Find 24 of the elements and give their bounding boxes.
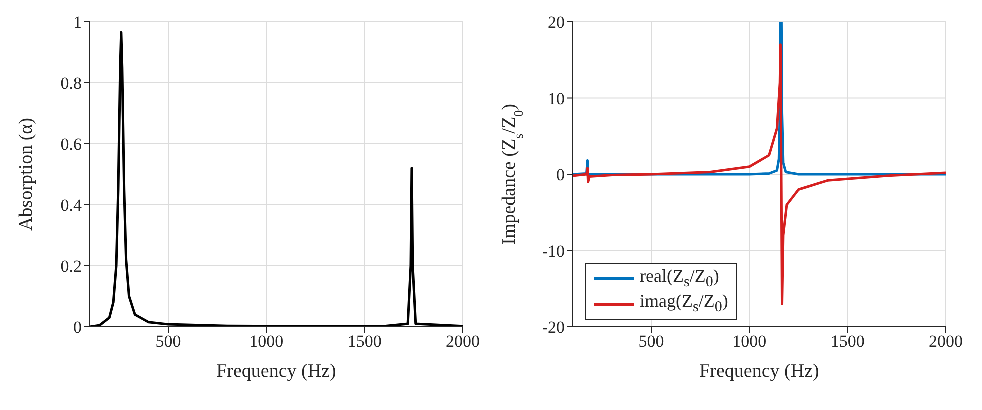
y-tick-label: 0 (74, 318, 82, 338)
x-tick-label: 1000 (250, 332, 284, 352)
x-tick-label: 1500 (830, 332, 865, 352)
y-tick-label: 20 (548, 13, 565, 32)
x-tick-label: 500 (156, 332, 182, 352)
y-tick-label: 0.2 (60, 257, 82, 276)
y-tick-label: -20 (542, 318, 565, 338)
x-tick-label: 2000 (446, 332, 480, 352)
legend-label: real(Z$_{s}$/Z$_{0}$) (640, 266, 720, 292)
y-tick-label: 10 (548, 89, 565, 108)
y-axis-title: Absorption (α) (16, 118, 37, 231)
y-tick-label: 1 (74, 13, 82, 32)
y-tick-label: 0.4 (60, 196, 82, 216)
x-tick-label: 1500 (348, 332, 382, 352)
x-axis-title: Frequency (Hz) (700, 361, 820, 382)
legend-label: imag(Z$_{s}$/Z$_{0}$) (640, 291, 728, 317)
x-axis-title: Frequency (Hz) (216, 361, 336, 382)
y-tick-label: 0 (556, 166, 565, 185)
y-tick-label: 0.6 (60, 135, 82, 154)
x-tick-label: 2000 (929, 332, 963, 352)
y-tick-label: -10 (542, 242, 565, 261)
x-tick-label: 500 (638, 332, 664, 352)
x-tick-label: 1000 (732, 332, 767, 352)
y-tick-label: 0.8 (60, 74, 82, 94)
